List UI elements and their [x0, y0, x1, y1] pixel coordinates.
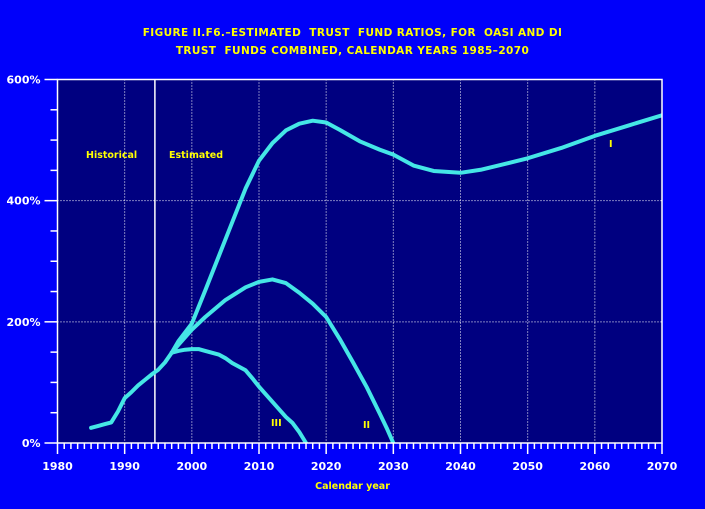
x-tick-label: 2060 — [580, 460, 611, 473]
x-tick-label: 2020 — [311, 460, 342, 473]
series-line-Historical — [89, 350, 174, 430]
estimated-label: Estimated — [169, 150, 224, 161]
y-tick-label: 400% — [7, 195, 41, 208]
figure-title-line1: FIGURE II.F6.–ESTIMATED TRUST FUND RATIO… — [142, 27, 563, 39]
x-tick-label: 2030 — [378, 460, 409, 473]
x-axis-title: Calendar year — [315, 481, 390, 492]
x-tick-label: 2000 — [177, 460, 208, 473]
y-tick-label: 0% — [22, 437, 41, 450]
curve-label-alternative-1: I — [609, 139, 613, 150]
historical-label: Historical — [86, 150, 138, 161]
x-tick-label: 2070 — [647, 460, 678, 473]
series-group — [89, 113, 662, 443]
x-tick-label: 2010 — [244, 460, 275, 473]
y-tick-label: 600% — [7, 74, 41, 87]
series-line-I — [169, 113, 662, 355]
series-line-II — [169, 277, 396, 443]
y-tick-label: 200% — [7, 316, 41, 329]
x-axis: 1980 1990 2000 2010 2020 2030 2040 2050 2060 2070 — [42, 443, 678, 473]
gridlines — [57, 79, 662, 443]
series-line-III — [169, 347, 309, 443]
curve-label-alternative-2: II — [363, 420, 371, 431]
plot-area — [57, 79, 662, 443]
x-tick-label: 1990 — [109, 460, 140, 473]
x-tick-label: 2040 — [445, 460, 476, 473]
y-axis: 0% 200% 400% 600% — [7, 74, 58, 450]
figure-title-line2: TRUST FUNDS COMBINED, CALENDAR YEARS 198… — [175, 45, 530, 57]
curve-label-alternative-3: III — [271, 418, 282, 429]
x-tick-label: 2050 — [512, 460, 543, 473]
x-tick-label: 1980 — [42, 460, 73, 473]
